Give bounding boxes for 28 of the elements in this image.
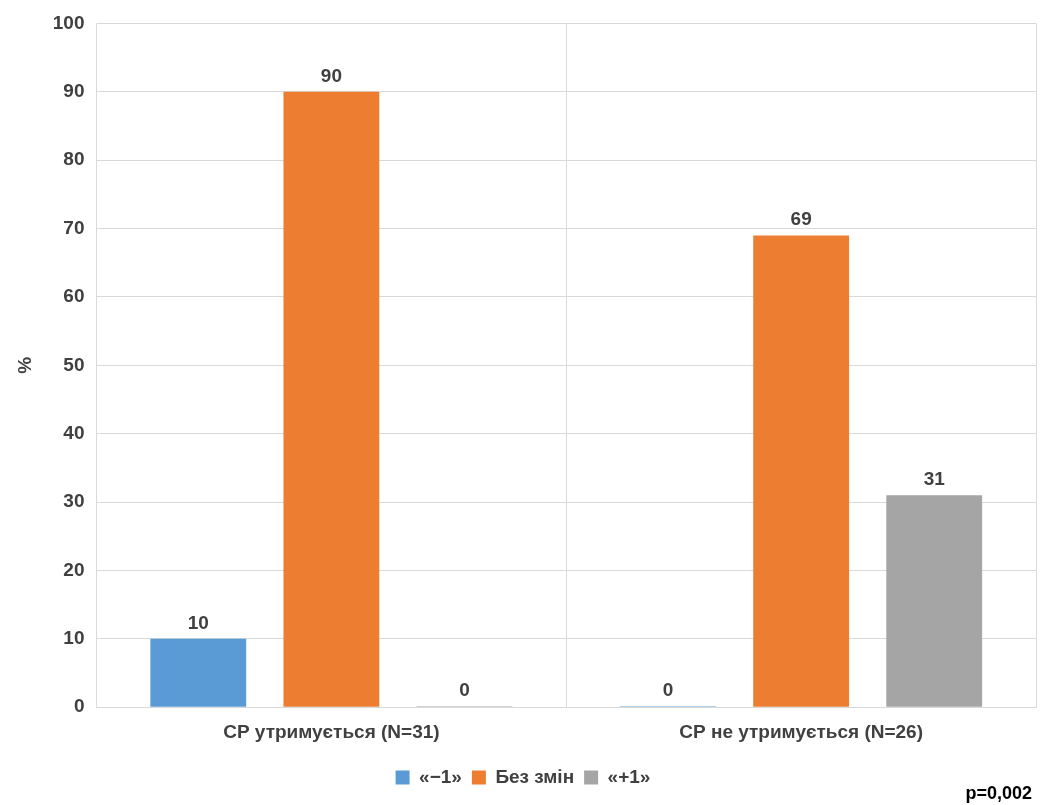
y-tick-label: 100 [52, 11, 85, 33]
y-tick-label: 30 [63, 490, 85, 512]
y-tick-label: 0 [73, 695, 85, 717]
legend-label: «−1» [419, 765, 462, 787]
bar [886, 495, 983, 707]
data-label: 10 [187, 611, 209, 633]
x-tick-label: СР утримується (N=31) [223, 720, 440, 742]
data-label: 69 [790, 208, 812, 230]
bar [150, 638, 247, 707]
text: p=0,002 [965, 782, 1032, 803]
y-tick-label: 70 [63, 216, 85, 238]
y-axis-title: % [13, 356, 35, 374]
y-tick-label: 90 [63, 80, 85, 102]
y-tick-label: 40 [63, 421, 85, 443]
legend-label: «+1» [607, 765, 651, 787]
legend-label: Без змін [495, 765, 575, 787]
data-label: 90 [320, 64, 342, 86]
data-label: 0 [662, 678, 674, 700]
y-tick-label: 50 [63, 353, 85, 375]
y-tick-label: 20 [63, 558, 85, 580]
data-label: 31 [923, 467, 946, 489]
y-tick-label: 10 [63, 627, 85, 649]
y-tick-label: 60 [63, 285, 85, 307]
bar [283, 91, 380, 707]
data-label: 0 [459, 678, 470, 700]
x-tick-label: СР не утримується (N=26) [679, 720, 924, 742]
bar [753, 235, 850, 707]
y-tick-label: 80 [63, 148, 85, 170]
